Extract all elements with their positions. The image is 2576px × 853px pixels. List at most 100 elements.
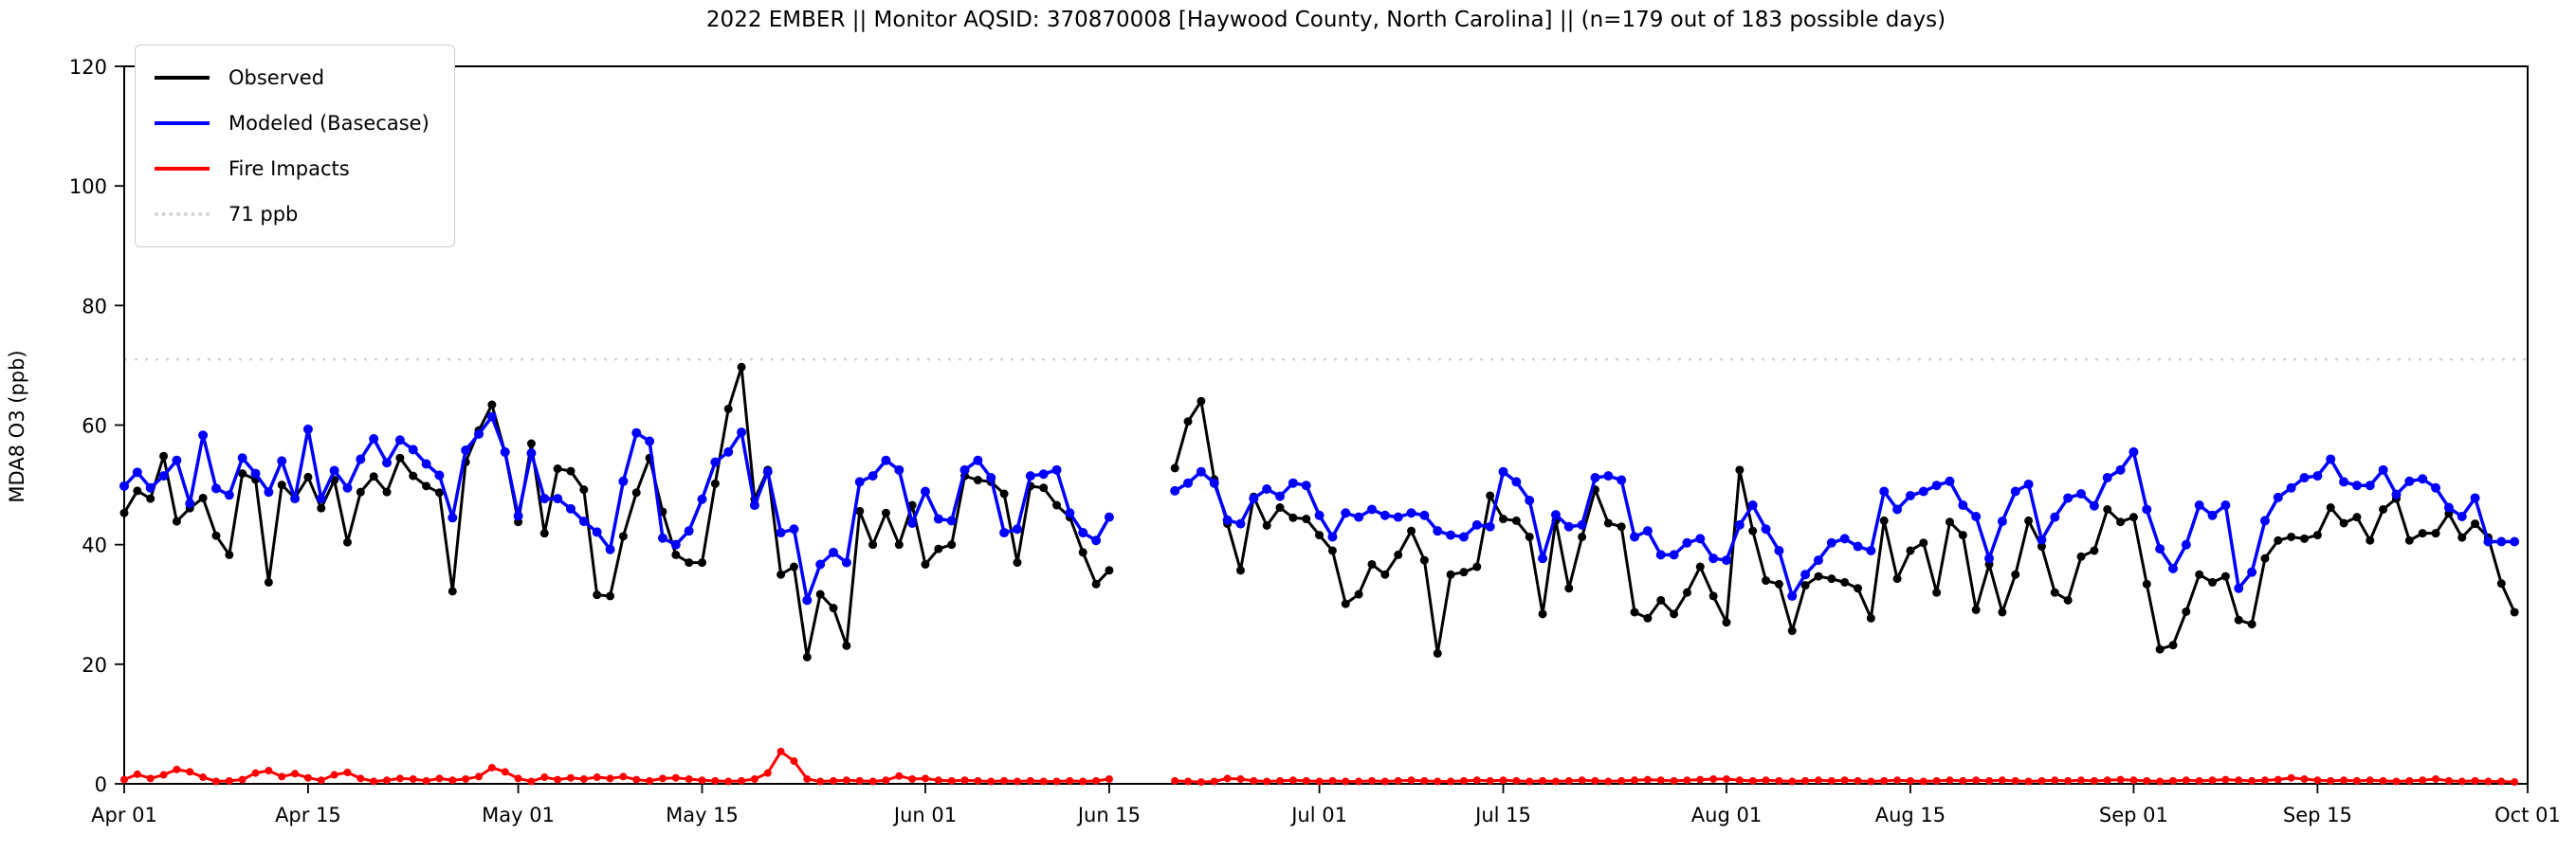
data-point-modeled-basecase- — [1065, 508, 1075, 518]
data-point-fire-impacts — [671, 773, 680, 782]
data-point-modeled-basecase- — [172, 455, 182, 465]
data-point-fire-impacts — [225, 776, 233, 785]
data-point-modeled-basecase- — [1722, 555, 1731, 566]
data-point-fire-impacts — [895, 771, 904, 780]
data-point-modeled-basecase- — [1747, 500, 1758, 511]
data-point-modeled-basecase- — [2063, 493, 2074, 503]
data-point-observed — [1105, 566, 1114, 575]
data-point-fire-impacts — [908, 774, 917, 783]
data-point-fire-impacts — [159, 771, 168, 779]
data-point-modeled-basecase- — [132, 467, 142, 478]
data-point-observed — [2076, 552, 2086, 561]
x-tick-label: May 15 — [666, 804, 739, 826]
data-point-modeled-basecase- — [1209, 478, 1219, 488]
data-point-modeled-basecase- — [1866, 545, 1876, 555]
data-point-modeled-basecase- — [1971, 512, 1982, 522]
data-point-fire-impacts — [330, 771, 338, 779]
data-point-fire-impacts — [803, 774, 812, 783]
data-point-fire-impacts — [186, 768, 194, 776]
data-point-observed — [1052, 500, 1062, 510]
data-point-fire-impacts — [554, 775, 562, 784]
data-point-fire-impacts — [133, 770, 141, 778]
data-point-fire-impacts — [1670, 776, 1678, 785]
data-point-fire-impacts — [317, 776, 325, 785]
data-point-observed — [198, 493, 208, 502]
data-point-fire-impacts — [251, 769, 260, 777]
data-point-fire-impacts — [1039, 777, 1048, 786]
data-point-observed — [698, 558, 707, 568]
data-point-observed — [2287, 532, 2296, 541]
data-point-observed — [1892, 574, 1902, 584]
data-point-modeled-basecase- — [434, 470, 445, 481]
data-point-observed — [2418, 529, 2427, 538]
data-point-observed — [395, 453, 405, 463]
data-point-observed — [907, 500, 917, 510]
data-point-fire-impacts — [1407, 776, 1416, 785]
data-point-observed — [2457, 533, 2467, 542]
legend-item-observed: Observed — [155, 55, 429, 100]
legend-item-fire: Fire Impacts — [155, 146, 429, 191]
data-point-fire-impacts — [1328, 776, 1337, 785]
data-point-observed — [409, 471, 418, 481]
data-point-observed — [921, 559, 930, 569]
data-point-observed — [1762, 576, 1771, 586]
data-point-observed — [1039, 483, 1049, 493]
data-point-observed — [1945, 517, 1954, 527]
data-point-fire-impacts — [487, 763, 496, 771]
reference-line-sample-icon — [155, 212, 210, 216]
data-point-fire-impacts — [2497, 777, 2506, 786]
data-point-modeled-basecase- — [1262, 483, 1272, 494]
data-point-modeled-basecase- — [1538, 554, 1548, 564]
data-point-fire-impacts — [842, 776, 850, 785]
data-point-modeled-basecase- — [2273, 492, 2283, 502]
y-tick-label: 120 — [69, 56, 107, 79]
data-point-observed — [2312, 531, 2322, 540]
data-point-modeled-basecase- — [369, 434, 379, 445]
x-tick-label: Jul 01 — [1289, 804, 1347, 826]
data-point-observed — [211, 531, 221, 540]
data-point-modeled-basecase- — [973, 455, 983, 465]
data-point-observed — [1170, 463, 1179, 473]
data-point-fire-impacts — [291, 770, 300, 778]
data-point-fire-impacts — [1526, 777, 1534, 786]
data-point-observed — [238, 469, 247, 479]
data-point-modeled-basecase- — [762, 466, 773, 477]
data-point-fire-impacts — [1880, 776, 1889, 785]
data-point-modeled-basecase- — [513, 511, 523, 521]
data-point-modeled-basecase- — [1813, 555, 1823, 566]
data-point-modeled-basecase- — [1655, 550, 1666, 560]
data-point-modeled-basecase- — [1669, 550, 1679, 560]
data-point-fire-impacts — [974, 776, 982, 785]
data-point-modeled-basecase- — [1931, 481, 1942, 491]
data-point-observed — [526, 439, 536, 448]
data-point-modeled-basecase- — [986, 473, 996, 483]
data-point-fire-impacts — [1092, 776, 1101, 785]
data-point-modeled-basecase- — [697, 494, 707, 504]
data-point-fire-impacts — [1827, 776, 1836, 785]
data-point-observed — [1656, 595, 1666, 605]
data-point-modeled-basecase- — [592, 527, 602, 537]
data-point-modeled-basecase- — [408, 445, 418, 455]
data-point-fire-impacts — [1683, 776, 1691, 785]
data-point-observed — [1578, 532, 1587, 541]
data-point-modeled-basecase- — [2418, 474, 2428, 484]
data-point-observed — [1525, 532, 1534, 541]
data-point-observed — [2220, 572, 2230, 581]
data-point-modeled-basecase- — [1038, 469, 1049, 480]
data-point-fire-impacts — [120, 775, 128, 784]
legend-label-reference: 71 ppb — [228, 203, 299, 226]
data-point-fire-impacts — [1250, 776, 1258, 785]
data-point-modeled-basecase- — [710, 457, 721, 467]
data-point-modeled-basecase- — [2299, 473, 2310, 483]
data-point-observed — [566, 466, 575, 476]
data-point-modeled-basecase- — [2431, 482, 2441, 493]
data-point-observed — [1262, 520, 1271, 530]
data-point-fire-impacts — [606, 774, 614, 783]
data-point-fire-impacts — [1184, 777, 1193, 786]
data-point-fire-impacts — [750, 774, 758, 783]
data-point-fire-impacts — [1591, 776, 1599, 785]
data-point-observed — [369, 472, 378, 481]
data-point-observed — [671, 550, 681, 559]
data-point-fire-impacts — [2471, 776, 2479, 785]
